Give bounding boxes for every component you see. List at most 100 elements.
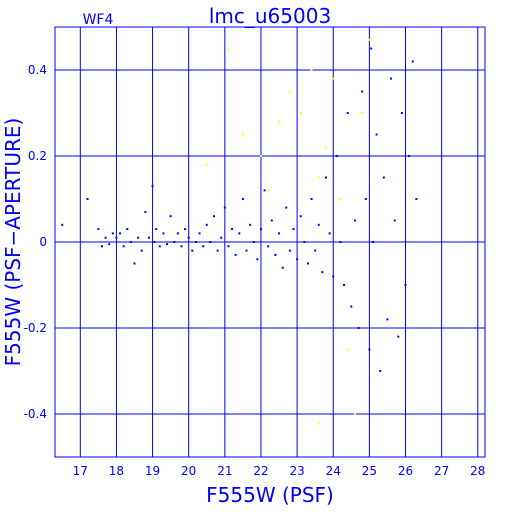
data-layer [61, 38, 418, 424]
x-tick-label: 22 [253, 464, 268, 478]
scatter-point-blue [184, 228, 187, 231]
scatter-point-blue [325, 176, 328, 179]
scatter-point-blue [346, 112, 349, 114]
scatter-point-blue [328, 232, 331, 235]
x-axis-label: F555W (PSF) [206, 483, 334, 507]
scatter-point-blue [151, 185, 154, 188]
scatter-point-blue [278, 232, 281, 235]
scatter-point-blue [393, 219, 396, 222]
scatter-point-blue [382, 176, 385, 179]
y-tick-label: -0.4 [24, 407, 47, 421]
scatter-point-blue [133, 262, 136, 265]
scatter-point-blue [370, 47, 373, 50]
scatter-point-yellow [267, 189, 270, 192]
x-tick-label: 21 [217, 464, 232, 478]
scatter-point-blue [97, 228, 100, 231]
scatter-point-blue [343, 284, 346, 286]
scatter-point-blue [173, 241, 176, 243]
scatter-point-blue [274, 253, 277, 256]
scatter-point-blue [238, 232, 241, 235]
scatter-point-blue [332, 275, 335, 278]
y-axis-label: F555W (PSF−APERTURE) [1, 118, 25, 367]
y-tick-label: 0 [39, 235, 47, 249]
y-tick-label: -0.2 [24, 321, 47, 335]
scatter-point-blue [86, 198, 89, 200]
scatter-point-blue [119, 232, 122, 235]
scatter-point-blue [111, 232, 114, 235]
scatter-point-blue [263, 189, 266, 192]
y-tick-label: 0.2 [28, 149, 47, 163]
scatter-point-blue [292, 228, 295, 231]
scatter-point-blue [100, 245, 103, 248]
scatter-point-blue [400, 112, 403, 114]
scatter-point-blue [270, 219, 273, 222]
scatter-point-yellow [325, 146, 328, 149]
scatter-point-blue [386, 318, 389, 321]
scatter-point-yellow [205, 163, 208, 166]
scatter-point-blue [259, 228, 262, 231]
scatter-point-blue [404, 284, 407, 286]
scatter-point-blue [314, 249, 317, 252]
scatter-point-blue [339, 241, 342, 243]
scatter-point-yellow [361, 112, 364, 114]
scatter-point-blue [256, 258, 259, 261]
scatter-point-blue [364, 198, 367, 200]
scatter-point-blue [227, 245, 230, 248]
scatter-point-blue [390, 77, 393, 80]
scatter-point-yellow [288, 90, 291, 93]
x-tick-label: 23 [289, 464, 304, 478]
scatter-point-blue [61, 223, 64, 226]
scatter-point-blue [126, 228, 129, 231]
y-tick-label: 0.4 [28, 63, 47, 77]
scatter-point-blue [187, 236, 190, 239]
scatter-point-blue [411, 60, 414, 63]
x-tick-label: 24 [326, 464, 341, 478]
scatter-point-blue [162, 232, 165, 235]
scatter-point-blue [166, 243, 169, 246]
scatter-point-blue [202, 245, 205, 248]
scatter-point-blue [205, 223, 208, 226]
scatter-point-yellow [278, 120, 281, 123]
scatter-point-blue [408, 155, 411, 157]
scatter-point-yellow [346, 348, 349, 351]
scatter-point-blue [220, 236, 223, 239]
scatter-point-blue [252, 241, 255, 243]
scatter-point-blue [335, 155, 338, 157]
scatter-point-blue [155, 228, 158, 231]
scatter-point-yellow [368, 38, 371, 41]
scatter-point-blue [321, 271, 324, 274]
scatter-point-blue [209, 241, 212, 243]
scatter-point-blue [231, 228, 234, 231]
scatter-point-blue [350, 305, 353, 308]
scatter-point-blue [108, 243, 111, 246]
scatter-point-blue [147, 236, 150, 239]
scatter-point-yellow [299, 112, 302, 114]
scatter-point-blue [371, 241, 374, 243]
scatter-point-blue [288, 249, 291, 252]
scatter-point-blue [285, 206, 288, 209]
scatter-point-blue [306, 262, 309, 265]
scatter-point-blue [310, 198, 313, 200]
scatter-point-blue [176, 232, 179, 235]
scatter-point-blue [303, 241, 306, 243]
x-tick-label: 26 [398, 464, 413, 478]
scatter-point-blue [397, 335, 400, 338]
scatter-point-blue [140, 249, 143, 252]
scatter-point-yellow [339, 198, 342, 200]
chip-label: WF4 [83, 12, 114, 28]
x-tick-label: 25 [362, 464, 377, 478]
scatter-point-blue [144, 210, 147, 213]
scatter-point-yellow [310, 69, 313, 71]
scatter-point-blue [296, 258, 299, 261]
scatter-point-blue [153, 241, 156, 243]
x-tick-label: 18 [109, 464, 124, 478]
scatter-point-blue [115, 236, 118, 239]
scatter-point-yellow [353, 413, 356, 415]
scatter-point-blue [191, 249, 194, 252]
scatter-point-blue [234, 253, 237, 256]
scatter-point-blue [169, 215, 172, 218]
scatter-point-blue [137, 236, 140, 239]
tick-layer: 17 18 19 20 21 22 23 24 25 26 27 28 0.4 0.2 0 -0.2 -0.4 [24, 63, 486, 478]
scatter-point-yellow [317, 421, 320, 424]
